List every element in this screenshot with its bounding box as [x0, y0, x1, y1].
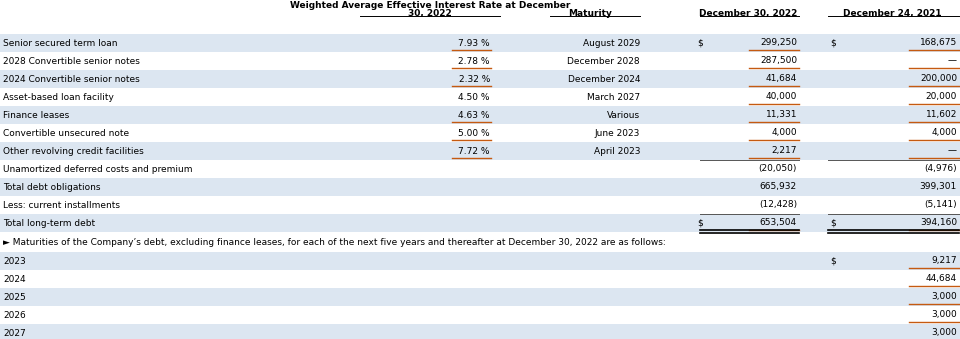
- Text: Finance leases: Finance leases: [3, 111, 69, 120]
- Bar: [0, 214, 960, 232]
- Text: March 2027: March 2027: [587, 93, 640, 101]
- Text: $: $: [697, 39, 703, 47]
- Text: Total long-term debt: Total long-term debt: [3, 219, 95, 227]
- Text: 2024 Convertible senior notes: 2024 Convertible senior notes: [3, 75, 140, 83]
- Text: 399,301: 399,301: [920, 182, 957, 192]
- Text: 2,217: 2,217: [772, 146, 797, 156]
- Text: 40,000: 40,000: [766, 93, 797, 101]
- Text: Maturity: Maturity: [568, 9, 612, 18]
- Text: 665,932: 665,932: [760, 182, 797, 192]
- Text: Convertible unsecured note: Convertible unsecured note: [3, 128, 130, 138]
- Bar: [0, 142, 960, 160]
- Text: 7.72 %: 7.72 %: [459, 146, 490, 156]
- Text: 287,500: 287,500: [760, 57, 797, 65]
- Text: Unamortized deferred costs and premium: Unamortized deferred costs and premium: [3, 164, 193, 174]
- Text: (4,976): (4,976): [924, 164, 957, 174]
- Text: $: $: [830, 219, 836, 227]
- Text: Total debt obligations: Total debt obligations: [3, 182, 101, 192]
- Text: 2024: 2024: [3, 275, 26, 283]
- Text: 299,250: 299,250: [760, 39, 797, 47]
- Text: 41,684: 41,684: [766, 75, 797, 83]
- Text: $: $: [830, 257, 836, 265]
- Bar: [0, 34, 960, 52]
- Text: 168,675: 168,675: [920, 39, 957, 47]
- Text: —: —: [948, 57, 957, 65]
- Text: (5,141): (5,141): [924, 200, 957, 210]
- Text: 3,000: 3,000: [931, 328, 957, 338]
- Text: December 24, 2021: December 24, 2021: [843, 9, 942, 18]
- Text: 5.00 %: 5.00 %: [458, 128, 490, 138]
- Bar: [0, 70, 960, 88]
- Text: June 2023: June 2023: [594, 128, 640, 138]
- Text: 11,602: 11,602: [925, 111, 957, 120]
- Text: December 2024: December 2024: [567, 75, 640, 83]
- Text: ► Maturities of the Company’s debt, excluding finance leases, for each of the ne: ► Maturities of the Company’s debt, excl…: [3, 238, 665, 247]
- Bar: [0, 252, 960, 270]
- Text: 2025: 2025: [3, 293, 26, 301]
- Text: Asset-based loan facility: Asset-based loan facility: [3, 93, 114, 101]
- Text: April 2023: April 2023: [593, 146, 640, 156]
- Text: 3,000: 3,000: [931, 293, 957, 301]
- Text: August 2029: August 2029: [583, 39, 640, 47]
- Text: 2026: 2026: [3, 311, 26, 319]
- Text: 2.32 %: 2.32 %: [459, 75, 490, 83]
- Bar: [0, 106, 960, 124]
- Text: $: $: [697, 219, 703, 227]
- Text: 4.63 %: 4.63 %: [459, 111, 490, 120]
- Text: 11,331: 11,331: [765, 111, 797, 120]
- Text: (12,428): (12,428): [758, 200, 797, 210]
- Bar: [0, 288, 960, 306]
- Text: 9,217: 9,217: [931, 257, 957, 265]
- Text: Senior secured term loan: Senior secured term loan: [3, 39, 117, 47]
- Text: 30, 2022: 30, 2022: [408, 9, 452, 18]
- Bar: [0, 178, 960, 196]
- Text: $: $: [830, 39, 836, 47]
- Text: —: —: [948, 146, 957, 156]
- Text: December 30, 2022: December 30, 2022: [699, 9, 798, 18]
- Text: 2.78 %: 2.78 %: [459, 57, 490, 65]
- Text: 7.93 %: 7.93 %: [458, 39, 490, 47]
- Text: 2027: 2027: [3, 328, 26, 338]
- Text: 200,000: 200,000: [920, 75, 957, 83]
- Text: 4,000: 4,000: [931, 128, 957, 138]
- Text: Other revolving credit facilities: Other revolving credit facilities: [3, 146, 144, 156]
- Text: Less: current installments: Less: current installments: [3, 200, 120, 210]
- Text: 20,000: 20,000: [925, 93, 957, 101]
- Text: 2023: 2023: [3, 257, 26, 265]
- Bar: [0, 324, 960, 339]
- Text: 653,504: 653,504: [760, 219, 797, 227]
- Text: Various: Various: [607, 111, 640, 120]
- Text: 4.50 %: 4.50 %: [459, 93, 490, 101]
- Text: 44,684: 44,684: [925, 275, 957, 283]
- Text: Weighted Average Effective Interest Rate at December: Weighted Average Effective Interest Rate…: [290, 1, 570, 10]
- Text: 394,160: 394,160: [920, 219, 957, 227]
- Text: 4,000: 4,000: [772, 128, 797, 138]
- Text: (20,050): (20,050): [758, 164, 797, 174]
- Text: December 2028: December 2028: [567, 57, 640, 65]
- Text: 2028 Convertible senior notes: 2028 Convertible senior notes: [3, 57, 140, 65]
- Text: 3,000: 3,000: [931, 311, 957, 319]
